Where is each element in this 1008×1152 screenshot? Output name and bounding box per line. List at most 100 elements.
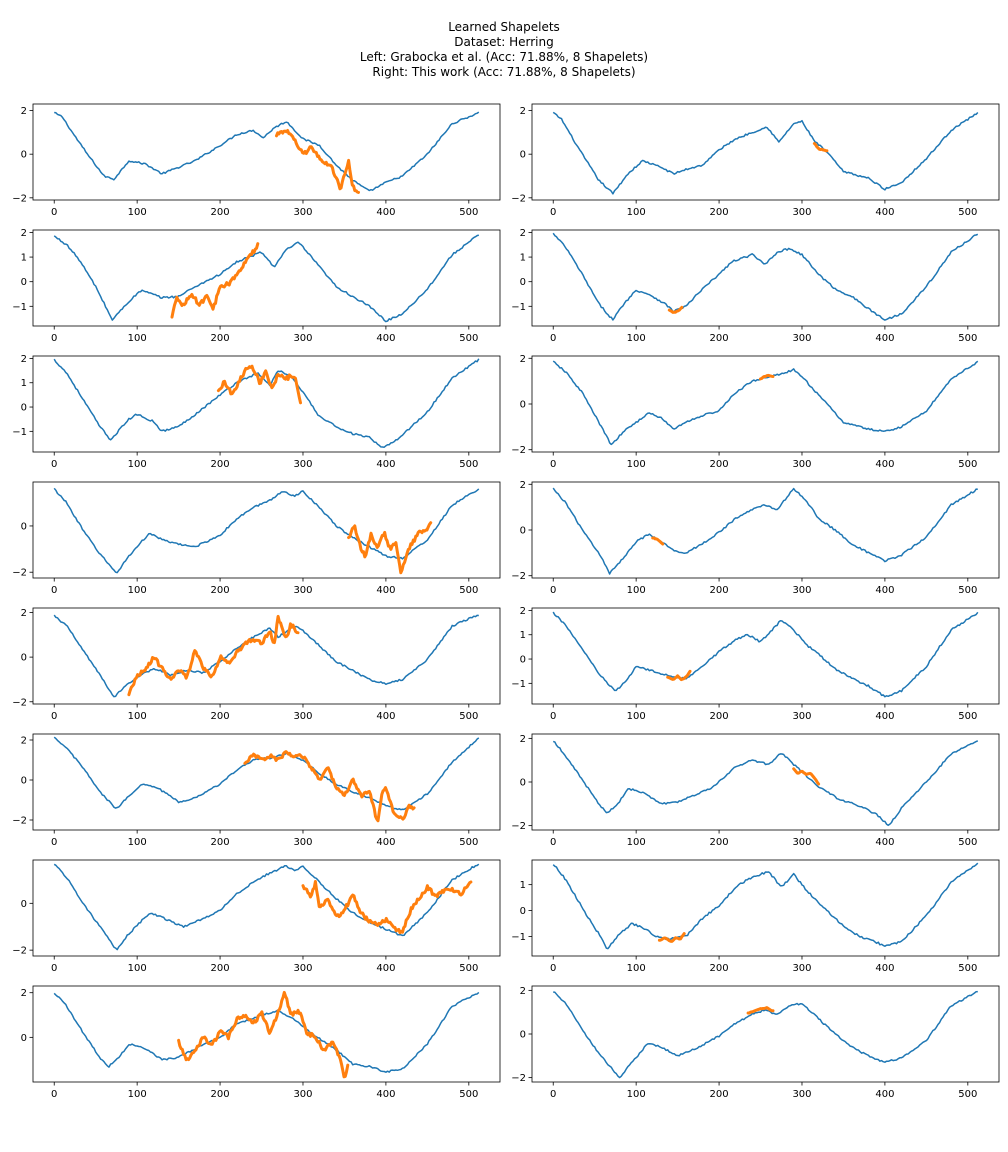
series-line [552,111,979,195]
x-tick-label: 400 [376,963,395,974]
x-tick-label: 300 [293,207,312,218]
y-tick-label: 0 [21,776,27,787]
x-tick-label: 200 [710,711,729,722]
x-tick-label: 500 [459,837,478,848]
y-tick-label: 0 [520,1030,526,1041]
x-tick-label: 400 [875,963,894,974]
x-tick-label: 400 [875,837,894,848]
x-tick-label: 200 [211,333,230,344]
y-tick-label: −2 [511,1073,526,1084]
panel-left-row-8: 0 100 200 300 400 500 0 2 [21,985,501,1100]
y-tick-label: 0 [21,1033,27,1044]
x-tick-label: 400 [376,837,395,848]
x-tick-label: 0 [51,1089,57,1100]
axes-frame [32,985,501,1083]
y-tick-label: −2 [511,193,526,204]
x-tick-label: 200 [211,711,230,722]
x-tick-label: 100 [627,459,646,470]
x-tick-label: 100 [627,963,646,974]
x-tick-label: 100 [627,837,646,848]
axes-frame [32,859,501,957]
x-tick-label: 100 [128,963,147,974]
axes-frame [531,985,1000,1083]
y-tick-label: 0 [21,521,27,532]
shapelet-line [347,521,433,575]
series-line [53,487,480,574]
x-tick-label: 400 [376,711,395,722]
x-tick-label: 100 [627,207,646,218]
y-tick-label: 1 [21,378,27,389]
series-line [553,990,978,1079]
x-tick-label: 200 [710,837,729,848]
x-tick-label: 200 [710,333,729,344]
x-tick-label: 500 [459,459,478,470]
series-line [53,736,480,811]
series-line [552,740,979,827]
x-tick-label: 0 [550,837,556,848]
x-tick-label: 400 [875,459,894,470]
series-line [53,614,479,698]
x-tick-label: 300 [293,1089,312,1100]
x-tick-label: 500 [958,459,977,470]
axes-frame [531,103,1000,201]
x-tick-label: 500 [459,963,478,974]
shapelet-line [812,142,829,153]
y-tick-label: 1 [520,630,526,641]
shapelet-line [657,932,686,943]
axes-frame [32,103,501,201]
x-tick-label: 0 [51,963,57,974]
series-line [54,111,480,192]
y-tick-label: −1 [12,427,27,438]
x-tick-label: 300 [293,333,312,344]
y-tick-label: 0 [21,150,27,161]
panel-right-row-7: 0 100 200 300 400 500 −1 0 1 [511,859,1000,974]
y-tick-label: 2 [520,228,526,239]
x-tick-label: 300 [792,1089,811,1100]
panel-left-row-2: 0 100 200 300 400 500 −1 0 1 2 [12,228,501,344]
y-tick-label: 0 [520,400,526,411]
y-tick-label: 1 [21,253,27,264]
axes-frame [531,481,1000,579]
series-line [552,862,979,950]
y-tick-label: 2 [21,608,27,619]
x-tick-label: 300 [792,963,811,974]
axes-frame [32,607,501,705]
x-tick-label: 300 [792,333,811,344]
x-tick-label: 200 [211,837,230,848]
series-line [552,611,979,698]
x-tick-label: 400 [875,1089,894,1100]
y-tick-label: 0 [21,653,27,664]
x-tick-label: 300 [293,837,312,848]
y-tick-label: −2 [12,193,27,204]
series-line [53,991,480,1073]
x-tick-label: 300 [792,837,811,848]
x-tick-label: 200 [211,207,230,218]
x-tick-label: 300 [792,711,811,722]
x-tick-label: 500 [958,585,977,596]
y-tick-label: −2 [12,816,27,827]
x-tick-label: 200 [710,459,729,470]
x-tick-label: 500 [459,585,478,596]
x-tick-label: 400 [875,207,894,218]
panel-left-row-4: 0 100 200 300 400 500 −2 0 [12,481,501,596]
title-line-2: Dataset: Herring [454,35,554,49]
x-tick-label: 0 [51,459,57,470]
y-tick-label: 1 [520,880,526,891]
x-tick-label: 200 [211,459,230,470]
y-tick-label: 2 [520,734,526,745]
x-tick-label: 100 [128,459,147,470]
x-tick-label: 200 [710,963,729,974]
shapelet-line [177,990,350,1079]
shapelet-line [667,305,684,314]
shapelet-line [759,373,775,381]
panel-right-row-1: 0 100 200 300 400 500 −2 0 2 [511,103,1000,218]
shapelet-line [651,536,665,546]
x-tick-label: 0 [550,207,556,218]
x-tick-label: 500 [459,333,478,344]
x-tick-label: 300 [293,963,312,974]
figure-title: Learned Shapelets Dataset: Herring Left:… [0,20,1008,80]
x-tick-label: 100 [627,585,646,596]
y-tick-label: −1 [511,932,526,943]
x-tick-label: 200 [211,1089,230,1100]
series-line [552,360,979,446]
